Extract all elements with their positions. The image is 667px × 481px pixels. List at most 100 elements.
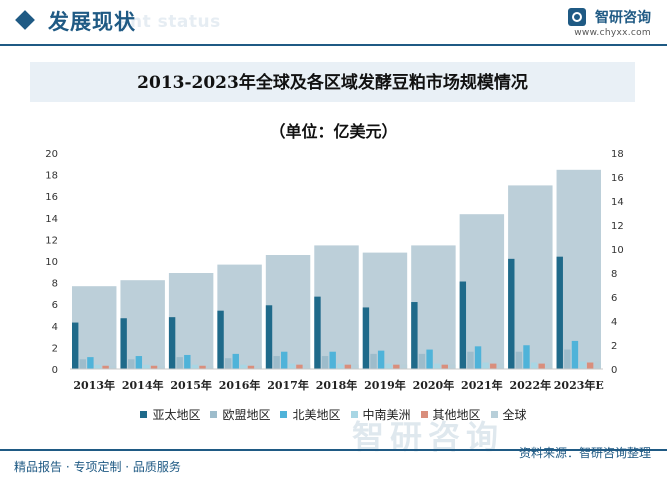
- chart-legend: 亚太地区 欧盟地区 北美地区 中南美洲 其他地区 全球: [0, 406, 667, 423]
- category-label: 2015年: [170, 378, 212, 392]
- global-bar: [556, 169, 601, 369]
- legend-swatch: [140, 411, 148, 418]
- legend-swatch: [420, 411, 428, 418]
- left-tick-label: 2: [52, 343, 58, 354]
- left-tick-label: 6: [52, 300, 58, 311]
- region-bar: [273, 356, 280, 369]
- region-bar: [303, 364, 311, 369]
- region-bar: [515, 351, 523, 369]
- global-bar: [72, 286, 117, 369]
- legend-label: 全球: [502, 408, 527, 422]
- legend-label: 其他地区: [432, 408, 481, 422]
- chart-title: 2013-2023年全球及各区域发酵豆粕市场规模情况: [137, 73, 528, 93]
- region-bar: [224, 358, 232, 369]
- region-bar: [72, 322, 79, 369]
- region-bar: [418, 353, 426, 369]
- right-tick-label: 8: [611, 269, 617, 280]
- region-bar: [87, 357, 94, 369]
- legend-swatch: [280, 411, 288, 418]
- region-bar: [206, 365, 214, 369]
- region-bar: [377, 350, 385, 369]
- region-bar: [255, 365, 262, 369]
- region-bar: [508, 258, 515, 369]
- region-bar: [281, 351, 288, 369]
- region-bar: [370, 353, 377, 369]
- region-bar: [143, 364, 150, 369]
- legend-label: 中南美洲: [362, 408, 411, 422]
- region-bar: [176, 357, 183, 369]
- region-bar: [433, 363, 441, 369]
- region-bar: [538, 363, 545, 369]
- region-bar: [247, 365, 255, 369]
- region-bar: [497, 363, 505, 369]
- left-tick-label: 18: [45, 171, 58, 182]
- left-tick-label: 0: [52, 365, 58, 376]
- right-tick-label: 0: [611, 365, 617, 376]
- region-bar: [594, 361, 601, 369]
- section-ghost-text: ent status: [118, 12, 221, 32]
- region-bar: [467, 351, 474, 369]
- global-bar: [411, 245, 456, 369]
- region-bar: [482, 362, 489, 369]
- header-divider: [0, 44, 667, 46]
- region-bar: [184, 354, 191, 369]
- region-bar: [337, 363, 344, 369]
- brand-name: 智研咨询: [595, 9, 651, 26]
- region-bar: [199, 365, 206, 369]
- right-tick-label: 14: [611, 197, 624, 208]
- diamond-icon: [15, 10, 35, 30]
- global-bar: [217, 264, 262, 369]
- region-bar: [459, 281, 467, 369]
- region-bar: [79, 359, 86, 369]
- region-bar: [321, 356, 329, 369]
- region-bar: [265, 305, 273, 369]
- right-tick-label: 4: [611, 317, 617, 328]
- chart-plot: 0 2 4 6 8 10 12 14 16 18 20 0 2 4 6 8 10 12 14 16 18 2013年 201…: [45, 149, 624, 392]
- category-label: 2017年: [267, 378, 309, 392]
- footer-divider: [0, 449, 667, 451]
- region-bar: [564, 349, 571, 369]
- category-label: 2016年: [219, 378, 261, 392]
- region-bar: [530, 362, 538, 369]
- region-bar: [441, 364, 448, 369]
- right-tick-label: 12: [611, 221, 624, 232]
- region-bar: [296, 364, 303, 369]
- global-bar: [459, 214, 505, 369]
- region-bar: [426, 349, 433, 369]
- footer-tagline: 精品报告 · 专项定制 · 品质服务: [14, 460, 181, 474]
- right-tick-label: 6: [611, 293, 617, 304]
- region-bar: [120, 318, 127, 369]
- region-bar: [579, 361, 586, 369]
- right-tick-label: 10: [611, 245, 624, 256]
- category-label: 2022年: [510, 378, 552, 392]
- region-bar: [191, 364, 199, 369]
- region-bar: [352, 364, 359, 369]
- right-tick-label: 2: [611, 341, 617, 352]
- region-bar: [168, 317, 176, 369]
- legend-item: 全球: [490, 406, 527, 423]
- left-tick-label: 4: [52, 322, 58, 333]
- legend-swatch: [210, 411, 218, 418]
- left-tick-label: 14: [45, 214, 58, 225]
- category-label: 2019年: [364, 378, 406, 392]
- left-tick-label: 20: [45, 149, 58, 160]
- region-bar: [240, 364, 247, 369]
- region-bar: [586, 362, 594, 369]
- legend-label: 亚太地区: [152, 408, 201, 422]
- source-note: 资料来源：智研咨询整理: [518, 446, 651, 460]
- left-tick-label: 16: [45, 192, 58, 203]
- region-bar: [411, 302, 418, 369]
- global-bar: [314, 245, 359, 369]
- legend-label: 欧盟地区: [222, 408, 271, 422]
- chart-unit: （单位：亿美元）: [269, 122, 398, 141]
- category-label: 2014年: [122, 378, 164, 392]
- watermark-text: 智研咨询: [352, 418, 505, 456]
- region-bar: [546, 363, 553, 369]
- legend-item: 其他地区: [420, 406, 481, 423]
- title-band: [30, 62, 635, 102]
- region-bar: [344, 364, 352, 369]
- category-label: 2020年: [413, 378, 455, 392]
- region-bar: [158, 365, 165, 369]
- region-bar: [217, 310, 224, 369]
- global-bar: [168, 273, 214, 369]
